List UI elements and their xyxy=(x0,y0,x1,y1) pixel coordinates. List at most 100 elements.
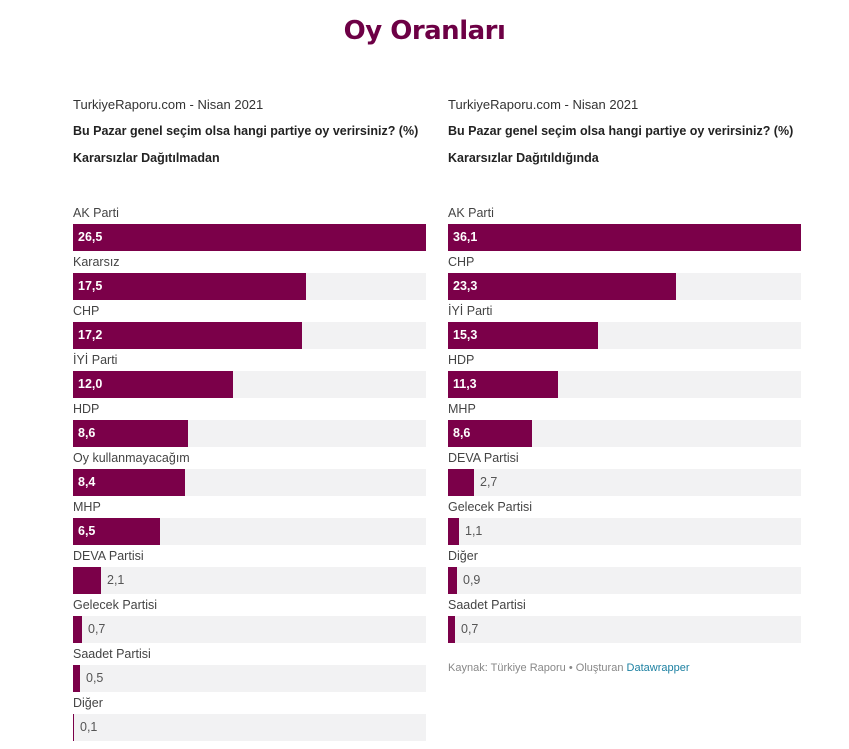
bar-value-label: 2,1 xyxy=(107,573,125,587)
page-title: Oy Oranları xyxy=(343,16,506,46)
bar xyxy=(73,420,188,447)
bar-track: 0,7 xyxy=(73,616,426,643)
bar-track: 8,6 xyxy=(73,420,426,447)
bar-track: 12,0 xyxy=(73,371,426,398)
bar-row: Oy kullanmayacağım 8,4 xyxy=(73,450,426,499)
bar-category-label: Diğer xyxy=(73,696,103,710)
bar-row: Diğer 0,1 xyxy=(73,695,426,744)
bar xyxy=(73,469,185,496)
bar-track: 0,7 xyxy=(448,616,801,643)
bar-row: İYİ Parti 15,3 xyxy=(448,303,801,352)
bar-category-label: HDP xyxy=(73,402,100,416)
bar-category-label: MHP xyxy=(73,500,101,514)
datawrapper-link[interactable]: Datawrapper xyxy=(626,662,690,674)
bar-category-label: Gelecek Partisi xyxy=(73,598,158,612)
bar xyxy=(73,616,82,643)
bar-track: 17,5 xyxy=(73,273,426,300)
bar xyxy=(73,714,74,741)
bar-value-label: 1,1 xyxy=(465,524,483,538)
chart-subtitle: Kararsızlar Dağıtıldığında xyxy=(448,151,599,165)
bar-row: İYİ Parti 12,0 xyxy=(73,352,426,401)
bar-track: 15,3 xyxy=(448,322,801,349)
bar-row: DEVA Partisi 2,1 xyxy=(73,548,426,597)
bar-row: AK Parti 26,5 xyxy=(73,205,426,254)
bar-value-label: 15,3 xyxy=(453,328,478,342)
bar-track: 8,4 xyxy=(73,469,426,496)
bar-category-label: Oy kullanmayacağım xyxy=(73,451,190,465)
bar xyxy=(448,371,558,398)
bar-row: Kararsız 17,5 xyxy=(73,254,426,303)
bar-track: 2,7 xyxy=(448,469,801,496)
bar-category-label: Gelecek Partisi xyxy=(448,500,533,514)
bar xyxy=(448,420,532,447)
bar-track: 17,2 xyxy=(73,322,426,349)
bar-track: 6,5 xyxy=(73,518,426,545)
chart-source-line: TurkiyeRaporu.com - Nisan 2021 xyxy=(448,97,639,112)
bar-row: MHP 8,6 xyxy=(448,401,801,450)
bar-category-label: AK Parti xyxy=(73,206,119,220)
bar-value-label: 8,6 xyxy=(78,426,96,440)
bar-row: Diğer 0,9 xyxy=(448,548,801,597)
bar-value-label: 17,5 xyxy=(78,279,103,293)
bar-row: CHP 23,3 xyxy=(448,254,801,303)
bar-track: 23,3 xyxy=(448,273,801,300)
bar-category-label: CHP xyxy=(448,255,475,269)
bar-list: AK Parti 36,1 CHP 23,3 İYİ Parti 15,3 HDP 11,3 M… xyxy=(448,205,801,646)
chart-left: TurkiyeRaporu.com - Nisan 2021 Bu Pazar … xyxy=(73,96,426,741)
bar-track: 0,5 xyxy=(73,665,426,692)
bar-category-label: HDP xyxy=(448,353,475,367)
footer-source: Kaynak: Türkiye Raporu • Oluşturan xyxy=(448,662,627,674)
bar xyxy=(73,665,80,692)
bar-value-label: 0,5 xyxy=(86,671,104,685)
bar-value-label: 12,0 xyxy=(78,377,103,391)
bar-track: 8,6 xyxy=(448,420,801,447)
bar-row: Saadet Partisi 0,7 xyxy=(448,597,801,646)
bar-value-label: 23,3 xyxy=(453,279,478,293)
bar-value-label: 0,9 xyxy=(463,573,481,587)
chart-right: TurkiyeRaporu.com - Nisan 2021 Bu Pazar … xyxy=(448,96,801,643)
bar-row: Saadet Partisi 0,5 xyxy=(73,646,426,695)
bar-value-label: 6,5 xyxy=(78,524,96,538)
chart-source-line: TurkiyeRaporu.com - Nisan 2021 xyxy=(73,97,264,112)
bar-category-label: Diğer xyxy=(448,549,478,563)
bar-category-label: İYİ Parti xyxy=(448,304,493,318)
footer-credit: Kaynak: Türkiye Raporu • Oluşturan Dataw… xyxy=(448,662,690,674)
bar-value-label: 17,2 xyxy=(78,328,103,342)
bar-value-label: 36,1 xyxy=(453,230,478,244)
bar-category-label: MHP xyxy=(448,402,476,416)
bar xyxy=(448,518,459,545)
bar-value-label: 2,7 xyxy=(480,475,498,489)
bar-category-label: AK Parti xyxy=(448,206,494,220)
bar-row: CHP 17,2 xyxy=(73,303,426,352)
bar-track: 1,1 xyxy=(448,518,801,545)
bar-track: 2,1 xyxy=(73,567,426,594)
bar-row: HDP 11,3 xyxy=(448,352,801,401)
bar-category-label: DEVA Partisi xyxy=(73,549,144,563)
bar-row: Gelecek Partisi 1,1 xyxy=(448,499,801,548)
bar xyxy=(448,224,801,251)
bar-value-label: 0,1 xyxy=(80,720,98,734)
bar-track: 11,3 xyxy=(448,371,801,398)
bar xyxy=(73,567,101,594)
bar-category-label: CHP xyxy=(73,304,100,318)
bar-value-label: 0,7 xyxy=(88,622,106,636)
bar-row: MHP 6,5 xyxy=(73,499,426,548)
bar xyxy=(73,224,426,251)
bar-track: 0,9 xyxy=(448,567,801,594)
bar xyxy=(73,371,233,398)
chart-title: Bu Pazar genel seçim olsa hangi partiye … xyxy=(448,124,794,138)
bar-category-label: İYİ Parti xyxy=(73,353,118,367)
bar-list: AK Parti 26,5 Kararsız 17,5 CHP 17,2 İYİ Parti… xyxy=(73,205,426,744)
bar xyxy=(448,273,676,300)
chart-subtitle: Kararsızlar Dağıtılmadan xyxy=(73,151,220,165)
bar-track: 36,1 xyxy=(448,224,801,251)
bar-value-label: 26,5 xyxy=(78,230,103,244)
bar-track: 0,1 xyxy=(73,714,426,741)
bar-row: AK Parti 36,1 xyxy=(448,205,801,254)
bar-track: 26,5 xyxy=(73,224,426,251)
bar-row: DEVA Partisi 2,7 xyxy=(448,450,801,499)
bar xyxy=(448,322,598,349)
bar-value-label: 11,3 xyxy=(453,377,477,391)
bar-row: Gelecek Partisi 0,7 xyxy=(73,597,426,646)
bar xyxy=(448,567,457,594)
